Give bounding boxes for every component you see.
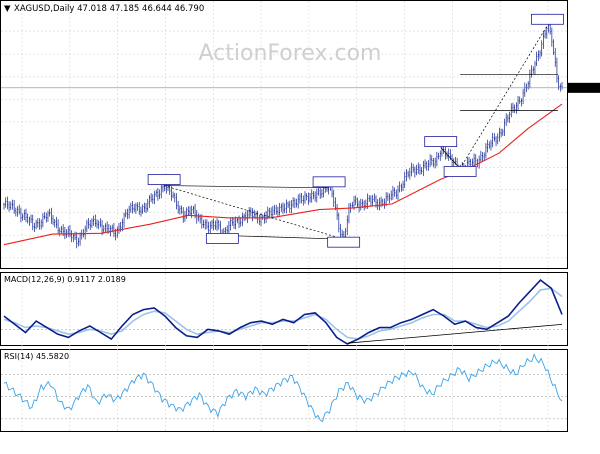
- symbol-ohlc-line: XAGUSD,Daily 47.018 47.185 46.644 46.790: [14, 4, 204, 14]
- watermark: ActionForex.com: [199, 41, 382, 66]
- price-level-box: [147, 174, 181, 185]
- diagonal-trend-line: [164, 185, 344, 240]
- price-layer: [1, 13, 600, 249]
- price-level-box: [327, 236, 361, 248]
- price-level-box: [443, 166, 477, 177]
- price-level-box: [205, 233, 239, 244]
- price-level-box: [312, 176, 346, 188]
- candlesticks: [3, 20, 563, 249]
- rsi-line: [3, 353, 563, 423]
- price-level-box: [531, 13, 564, 25]
- macd-title: MACD(12,26,9) 0.9117 2.0189: [4, 275, 126, 284]
- macd-panel-frame: [0, 272, 568, 346]
- price-level-box: [424, 136, 458, 147]
- triangle-trend-line: [440, 147, 461, 169]
- lower-channel-line: [222, 235, 344, 240]
- macd-line: [3, 279, 563, 345]
- upper-channel-line: [164, 185, 330, 189]
- current-price-tag: [567, 82, 600, 93]
- macd-layer: [1, 279, 567, 345]
- panel-frames: [0, 0, 568, 432]
- rally-trend-line: [459, 25, 548, 169]
- rsi-panel-frame: [0, 349, 568, 432]
- rsi-title: RSI(14) 45.5820: [4, 352, 69, 361]
- header-arrow: ▼: [4, 4, 11, 14]
- rsi-layer: [1, 353, 567, 423]
- macd-trend-line: [347, 323, 563, 344]
- price-panel-frame: [0, 0, 568, 269]
- moving-average-line: [3, 103, 563, 246]
